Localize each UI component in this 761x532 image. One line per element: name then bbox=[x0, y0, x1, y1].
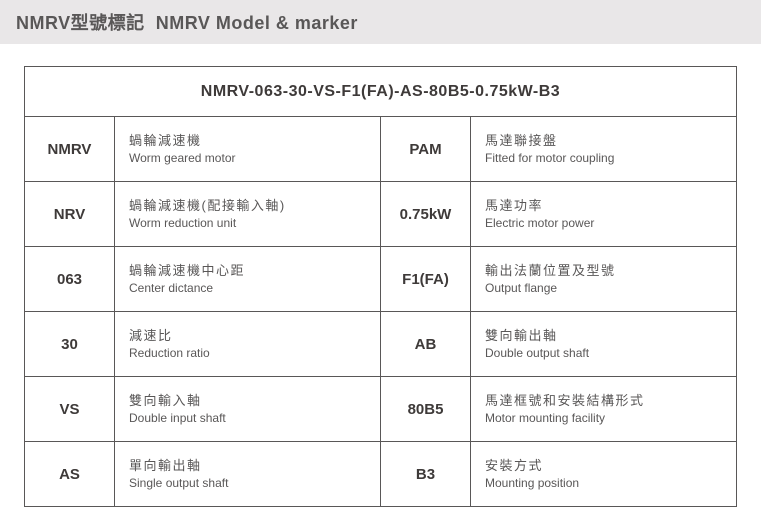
desc-cell-left: 蝸輪減速機Worm geared motor bbox=[115, 117, 381, 182]
code-cell-left: VS bbox=[25, 377, 115, 442]
code-cell-right: AB bbox=[381, 312, 471, 377]
table-row: 063蝸輪減速機中心距Center dictanceF1(FA)輸出法蘭位置及型… bbox=[25, 247, 737, 312]
title-en: NMRV Model & marker bbox=[156, 13, 358, 33]
code-cell-left: NMRV bbox=[25, 117, 115, 182]
title-cjk: NMRV型號標記 bbox=[16, 13, 145, 33]
code-cell-left: 063 bbox=[25, 247, 115, 312]
desc-cell-left: 單向輸出軸Single output shaft bbox=[115, 442, 381, 507]
desc-en: Single output shaft bbox=[129, 475, 366, 492]
code-cell-right: B3 bbox=[381, 442, 471, 507]
desc-en: Electric motor power bbox=[485, 215, 722, 232]
desc-cjk: 單向輸出軸 bbox=[129, 456, 366, 476]
code-cell-left: NRV bbox=[25, 182, 115, 247]
code-cell-right: F1(FA) bbox=[381, 247, 471, 312]
desc-en: Center dictance bbox=[129, 280, 366, 297]
desc-cell-left: 雙向輸入軸Double input shaft bbox=[115, 377, 381, 442]
table-row: NRV蝸輪減速機(配接輸入軸)Worm reduction unit0.75kW… bbox=[25, 182, 737, 247]
code-cell-left: 30 bbox=[25, 312, 115, 377]
desc-en: Mounting position bbox=[485, 475, 722, 492]
desc-cell-left: 蝸輪減速機(配接輸入軸)Worm reduction unit bbox=[115, 182, 381, 247]
desc-cjk: 蝸輪減速機中心距 bbox=[129, 261, 366, 281]
desc-cjk: 雙向輸入軸 bbox=[129, 391, 366, 411]
desc-en: Output flange bbox=[485, 280, 722, 297]
desc-en: Double input shaft bbox=[129, 410, 366, 427]
desc-cjk: 馬達聯接盤 bbox=[485, 131, 722, 151]
table-row: VS雙向輸入軸Double input shaft80B5馬達框號和安裝結構形式… bbox=[25, 377, 737, 442]
desc-cjk: 蝸輪減速機 bbox=[129, 131, 366, 151]
desc-en: Double output shaft bbox=[485, 345, 722, 362]
desc-cell-right: 馬達聯接盤Fitted for motor coupling bbox=[471, 117, 737, 182]
desc-cell-right: 馬達框號和安裝結構形式Motor mounting facility bbox=[471, 377, 737, 442]
desc-en: Fitted for motor coupling bbox=[485, 150, 722, 167]
desc-cell-left: 蝸輪減速機中心距Center dictance bbox=[115, 247, 381, 312]
code-cell-left: AS bbox=[25, 442, 115, 507]
desc-cell-right: 馬達功率Electric motor power bbox=[471, 182, 737, 247]
model-code: NMRV-063-30-VS-F1(FA)-AS-80B5-0.75kW-B3 bbox=[25, 67, 737, 117]
page-title: NMRV型號標記 NMRV Model & marker bbox=[16, 9, 745, 35]
desc-cjk: 雙向輸出軸 bbox=[485, 326, 722, 346]
desc-en: Motor mounting facility bbox=[485, 410, 722, 427]
desc-en: Worm geared motor bbox=[129, 150, 366, 167]
desc-cjk: 馬達功率 bbox=[485, 196, 722, 216]
code-cell-right: 0.75kW bbox=[381, 182, 471, 247]
code-cell-right: 80B5 bbox=[381, 377, 471, 442]
model-code-row: NMRV-063-30-VS-F1(FA)-AS-80B5-0.75kW-B3 bbox=[25, 67, 737, 117]
desc-cjk: 減速比 bbox=[129, 326, 366, 346]
model-table: NMRV-063-30-VS-F1(FA)-AS-80B5-0.75kW-B3 … bbox=[24, 66, 737, 507]
desc-en: Worm reduction unit bbox=[129, 215, 366, 232]
desc-cell-right: 安裝方式Mounting position bbox=[471, 442, 737, 507]
table-row: 30減速比Reduction ratioAB雙向輸出軸Double output… bbox=[25, 312, 737, 377]
table-container: NMRV-063-30-VS-F1(FA)-AS-80B5-0.75kW-B3 … bbox=[0, 66, 761, 507]
desc-cjk: 蝸輪減速機(配接輸入軸) bbox=[129, 196, 366, 216]
desc-cjk: 輸出法蘭位置及型號 bbox=[485, 261, 722, 281]
desc-cjk: 安裝方式 bbox=[485, 456, 722, 476]
desc-cell-left: 減速比Reduction ratio bbox=[115, 312, 381, 377]
desc-en: Reduction ratio bbox=[129, 345, 366, 362]
page-header: NMRV型號標記 NMRV Model & marker bbox=[0, 0, 761, 44]
desc-cjk: 馬達框號和安裝結構形式 bbox=[485, 391, 722, 411]
code-cell-right: PAM bbox=[381, 117, 471, 182]
table-row: NMRV蝸輪減速機Worm geared motorPAM馬達聯接盤Fitted… bbox=[25, 117, 737, 182]
desc-cell-right: 輸出法蘭位置及型號Output flange bbox=[471, 247, 737, 312]
table-row: AS單向輸出軸Single output shaftB3安裝方式Mounting… bbox=[25, 442, 737, 507]
desc-cell-right: 雙向輸出軸Double output shaft bbox=[471, 312, 737, 377]
